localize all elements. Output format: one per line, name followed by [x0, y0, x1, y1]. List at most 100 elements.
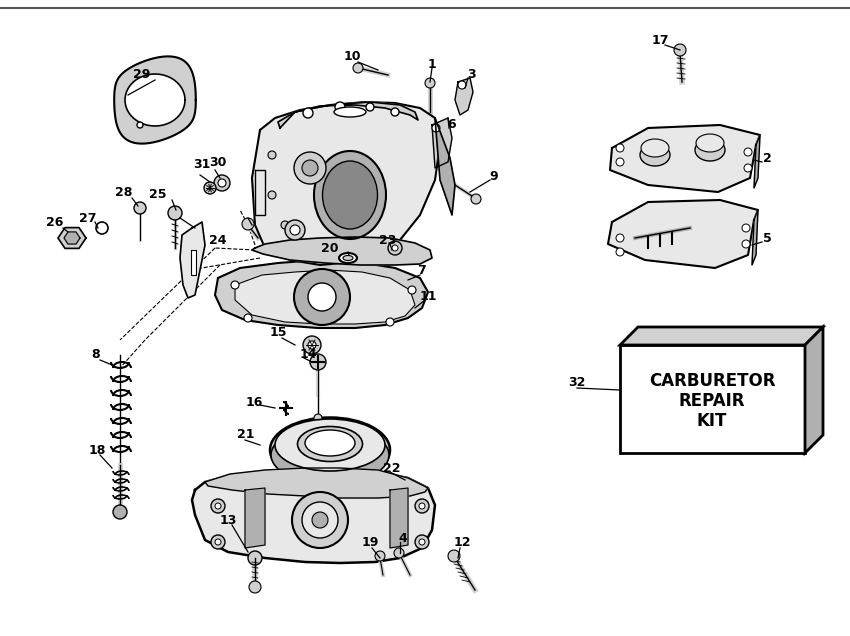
Ellipse shape — [322, 161, 377, 229]
Ellipse shape — [298, 427, 362, 462]
Text: 31: 31 — [193, 158, 211, 170]
Polygon shape — [752, 210, 758, 265]
Text: 22: 22 — [383, 462, 400, 474]
Text: 14: 14 — [299, 347, 317, 361]
Text: 29: 29 — [133, 67, 150, 81]
Polygon shape — [455, 78, 473, 115]
Circle shape — [375, 551, 385, 561]
Text: 8: 8 — [92, 349, 100, 361]
Circle shape — [742, 224, 750, 232]
Circle shape — [204, 182, 216, 194]
Circle shape — [308, 341, 316, 349]
Ellipse shape — [640, 144, 670, 166]
Circle shape — [744, 164, 752, 172]
Circle shape — [394, 548, 404, 558]
Circle shape — [294, 269, 350, 325]
Circle shape — [211, 535, 225, 549]
Polygon shape — [235, 270, 415, 324]
Text: 6: 6 — [448, 118, 456, 130]
Circle shape — [419, 503, 425, 509]
Polygon shape — [252, 237, 432, 265]
Circle shape — [415, 499, 429, 513]
Circle shape — [244, 314, 252, 322]
Text: 19: 19 — [361, 536, 379, 548]
Text: 1: 1 — [428, 59, 436, 71]
Polygon shape — [610, 125, 760, 192]
Text: CARBURETOR: CARBURETOR — [649, 372, 775, 390]
Circle shape — [308, 283, 336, 311]
Ellipse shape — [275, 419, 385, 471]
Text: 10: 10 — [343, 50, 360, 64]
Text: 20: 20 — [321, 242, 339, 254]
Polygon shape — [245, 488, 265, 548]
Polygon shape — [278, 102, 418, 128]
Ellipse shape — [271, 426, 389, 484]
Polygon shape — [390, 488, 408, 548]
Text: 15: 15 — [269, 326, 286, 340]
Circle shape — [249, 581, 261, 593]
Circle shape — [742, 240, 750, 248]
Text: 32: 32 — [569, 375, 586, 389]
Text: 27: 27 — [79, 212, 97, 225]
Text: REPAIR: REPAIR — [679, 392, 745, 410]
Text: 7: 7 — [417, 263, 427, 277]
Circle shape — [242, 218, 254, 230]
Circle shape — [113, 505, 127, 519]
Circle shape — [231, 281, 239, 289]
Circle shape — [137, 122, 143, 128]
Polygon shape — [125, 74, 185, 126]
Circle shape — [292, 492, 348, 548]
Polygon shape — [608, 200, 758, 268]
Circle shape — [386, 318, 394, 326]
Polygon shape — [255, 170, 265, 215]
Text: 16: 16 — [246, 396, 263, 408]
Polygon shape — [620, 327, 823, 345]
Text: 2: 2 — [762, 151, 771, 165]
Ellipse shape — [641, 139, 669, 157]
Circle shape — [616, 144, 624, 152]
Circle shape — [168, 206, 182, 220]
Circle shape — [218, 179, 226, 187]
Text: 28: 28 — [116, 186, 133, 198]
Text: 5: 5 — [762, 232, 771, 244]
Polygon shape — [432, 118, 452, 168]
Polygon shape — [180, 222, 205, 298]
Circle shape — [616, 158, 624, 166]
Circle shape — [302, 502, 338, 538]
Polygon shape — [435, 118, 455, 215]
Polygon shape — [754, 135, 760, 188]
Text: 18: 18 — [88, 443, 105, 457]
Polygon shape — [64, 232, 80, 244]
Circle shape — [425, 78, 435, 88]
Ellipse shape — [334, 107, 366, 117]
Polygon shape — [215, 260, 428, 328]
Polygon shape — [805, 327, 823, 453]
Circle shape — [448, 550, 460, 562]
Circle shape — [215, 539, 221, 545]
Text: 26: 26 — [46, 216, 64, 228]
Text: 21: 21 — [237, 429, 255, 441]
Polygon shape — [192, 470, 435, 563]
Text: 12: 12 — [453, 537, 471, 550]
Circle shape — [96, 222, 108, 234]
Circle shape — [471, 194, 481, 204]
Circle shape — [312, 512, 328, 528]
Text: 25: 25 — [150, 188, 167, 200]
Circle shape — [248, 551, 262, 565]
Circle shape — [335, 102, 345, 112]
Circle shape — [268, 151, 276, 159]
Circle shape — [302, 160, 318, 176]
Text: KIT: KIT — [697, 412, 728, 430]
Text: 13: 13 — [219, 513, 236, 527]
Circle shape — [303, 336, 321, 354]
Circle shape — [211, 499, 225, 513]
Text: 24: 24 — [209, 233, 227, 247]
Circle shape — [744, 148, 752, 156]
Ellipse shape — [314, 151, 386, 239]
Ellipse shape — [695, 139, 725, 161]
Polygon shape — [58, 228, 86, 249]
Polygon shape — [191, 250, 196, 275]
Circle shape — [134, 202, 146, 214]
Circle shape — [314, 414, 322, 422]
Circle shape — [215, 503, 221, 509]
